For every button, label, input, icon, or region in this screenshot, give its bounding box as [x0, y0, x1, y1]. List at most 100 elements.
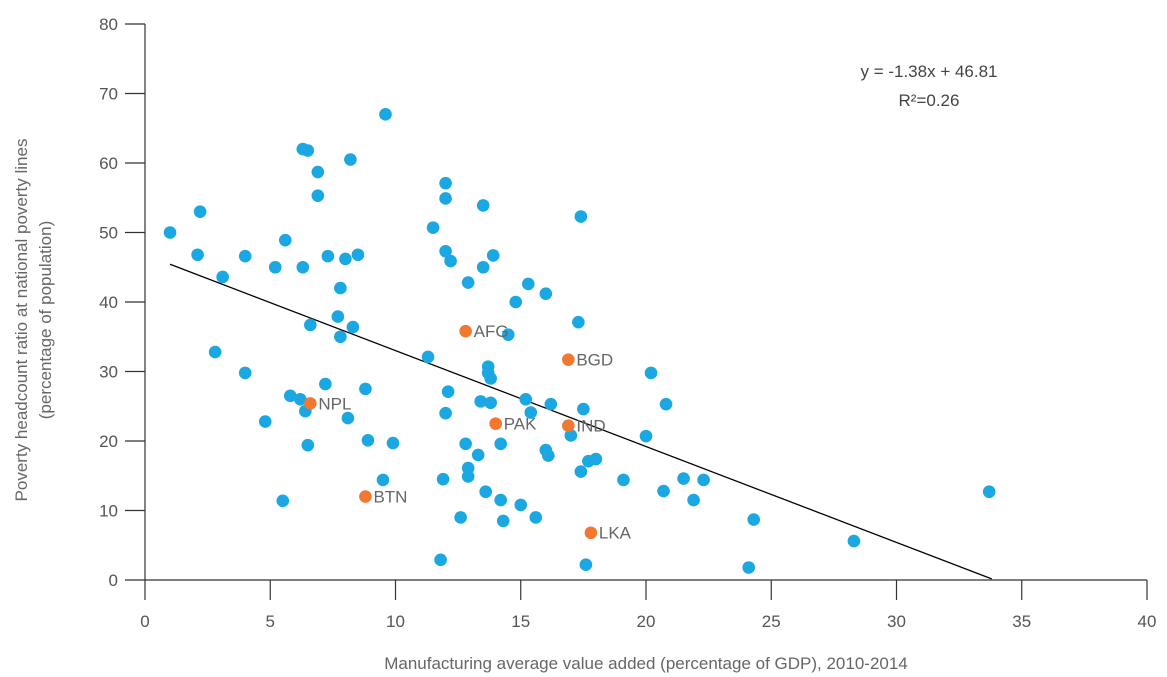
- highlight-label-ind: IND: [576, 417, 605, 436]
- trendline: [169, 263, 992, 580]
- data-point: [544, 397, 558, 411]
- trendline-layer: [169, 263, 992, 580]
- data-point: [361, 434, 375, 447]
- x-tick-label: 35: [1012, 612, 1031, 631]
- y-tick-label: 40: [99, 293, 118, 312]
- data-point: [494, 437, 508, 451]
- data-point: [311, 165, 325, 179]
- axes: 0 10 20 30 40 50 60 70 80 0 5 10 15 20 25 30 35 40: [99, 15, 1156, 631]
- data-point: [439, 406, 452, 420]
- data-point: [476, 199, 490, 212]
- y-tick-label: 30: [99, 363, 118, 382]
- data-point: [471, 448, 485, 462]
- data-point: [521, 277, 535, 291]
- data-point: [639, 429, 653, 443]
- highlight-point-lka: [584, 526, 598, 540]
- x-tick-label: 40: [1138, 612, 1157, 631]
- data-point: [344, 153, 357, 166]
- data-point: [747, 513, 761, 526]
- trendline-equation: y = -1.38x + 46.81: [860, 62, 997, 81]
- y-tick-label: 0: [109, 571, 118, 590]
- data-point: [484, 396, 497, 410]
- data-point: [304, 318, 317, 332]
- data-point: [697, 473, 710, 487]
- data-point: [659, 397, 673, 411]
- data-point: [479, 485, 492, 499]
- data-point: [509, 295, 523, 309]
- highlight-layer: AFG BGD NPL PAK IND BTN LKA: [304, 322, 632, 543]
- data-point: [351, 248, 365, 262]
- data-point: [524, 406, 538, 419]
- highlight-point-bgd: [562, 353, 575, 366]
- data-point: [514, 498, 528, 512]
- data-point: [339, 252, 352, 266]
- data-point: [474, 395, 487, 408]
- data-point: [296, 260, 310, 274]
- highlight-label-afg: AFG: [474, 322, 509, 341]
- x-tick-label: 10: [386, 612, 405, 631]
- data-point: [617, 473, 630, 487]
- data-point: [742, 561, 756, 574]
- data-point: [319, 377, 332, 391]
- x-tick-label: 15: [511, 612, 530, 631]
- data-point: [341, 411, 355, 425]
- data-point: [216, 270, 229, 284]
- highlight-point-afg: [459, 324, 472, 338]
- data-point: [644, 366, 658, 380]
- data-point: [193, 205, 207, 218]
- highlight-label-bgd: BGD: [576, 351, 613, 370]
- data-point: [577, 402, 590, 416]
- highlight-point-npl: [304, 397, 317, 410]
- data-point: [579, 558, 593, 572]
- data-point: [687, 493, 700, 507]
- highlight-point-pak: [489, 417, 503, 430]
- data-point: [426, 221, 440, 234]
- data-point: [321, 249, 335, 263]
- data-point: [294, 393, 307, 406]
- data-point: [589, 452, 603, 466]
- data-point: [334, 281, 347, 295]
- x-axis-title: Manufacturing average value added (perce…: [384, 654, 908, 673]
- data-point: [657, 484, 670, 498]
- highlight-point-ind: [562, 419, 575, 433]
- data-point: [982, 485, 996, 499]
- data-point: [359, 382, 372, 396]
- y-tick-label: 60: [99, 154, 118, 173]
- data-point: [494, 493, 508, 507]
- x-tick-label: 30: [887, 612, 906, 631]
- data-point: [238, 249, 252, 263]
- data-point: [847, 534, 861, 548]
- x-tick-label: 0: [140, 612, 149, 631]
- data-point: [301, 438, 315, 452]
- data-point: [163, 226, 177, 239]
- data-point: [346, 320, 360, 334]
- data-point: [486, 249, 500, 262]
- data-point: [444, 254, 457, 268]
- data-point: [436, 472, 450, 486]
- data-point: [258, 415, 272, 428]
- data-point: [376, 473, 390, 487]
- data-point: [574, 210, 588, 223]
- data-point: [278, 233, 292, 247]
- y-tick-label: 50: [99, 224, 118, 243]
- data-point: [283, 389, 297, 403]
- data-point: [484, 372, 497, 385]
- highlight-label-lka: LKA: [599, 524, 632, 543]
- data-point: [441, 385, 455, 398]
- data-point: [439, 192, 452, 205]
- data-point: [574, 465, 588, 478]
- data-point: [542, 449, 555, 462]
- y-axis-title-line-1: Poverty headcount ratio at national pove…: [12, 139, 31, 502]
- data-point: [379, 108, 392, 121]
- trendline-r2: R²=0.26: [899, 91, 960, 110]
- data-point: [238, 366, 252, 380]
- data-point: [677, 472, 690, 485]
- data-point: [301, 144, 315, 157]
- y-tick-label: 80: [99, 15, 118, 34]
- data-point: [331, 310, 345, 323]
- highlight-label-pak: PAK: [504, 415, 537, 434]
- data-point: [276, 494, 290, 508]
- y-axis-title-line-2: (percentage of population): [36, 221, 55, 419]
- data-point: [529, 511, 543, 524]
